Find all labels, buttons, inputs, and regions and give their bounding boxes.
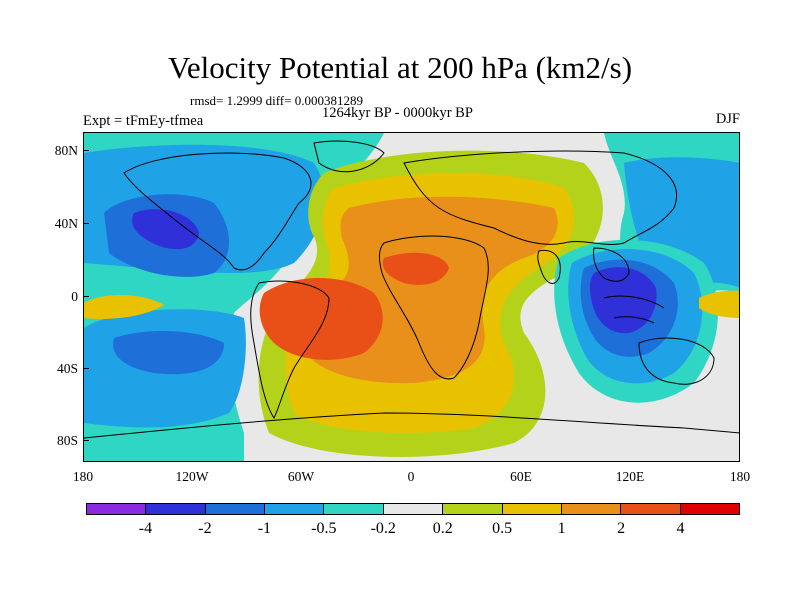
rmsd-diff-stats: rmsd= 1.2999 diff= 0.000381289 [190,93,363,108]
field-south-america-redorange [259,278,383,360]
lon-label-180e: 180 [729,469,751,484]
lon-label-120e: 120E [615,469,645,484]
lon-label-60w: 60W [287,469,315,484]
field-east-edge-warm [699,290,739,318]
time-period-label: 1264kyr BP - 0000kyr BP [322,105,473,121]
coastline-antarctica [84,412,739,439]
colorbar-label: 4 [676,520,685,537]
lon-label-0: 0 [407,469,415,484]
coastline-south-america [250,280,330,419]
lon-label-180w: 180 [72,469,94,484]
field-north-pacific-darkblue [132,209,199,250]
season-label: DJF [715,111,740,127]
lat-tick-80n [83,150,89,151]
colorbar-swatch [324,504,384,514]
coastline-greenland [313,140,385,173]
lat-tick-40n [83,223,89,224]
lat-label-40s: 40S [56,361,78,376]
colorbar-label: -0.5 [311,520,337,537]
colorbar-label: -1 [257,520,272,537]
lat-label-80n: 80N [54,143,78,158]
coastline-australia [638,337,715,385]
coastline-southeast-asia [593,247,630,282]
lat-label-0: 0 [71,289,78,304]
colorbar-swatch [621,504,681,514]
colorbar-swatch [680,504,739,514]
field-indonesia-darkblue [589,267,657,334]
colorbar-label: 0.5 [492,520,513,537]
lat-label-40n: 40N [54,216,78,231]
colorbar [86,503,740,515]
field-warm-redorange [382,252,449,285]
colorbar-swatch [205,504,266,514]
colorbar-label: 0.2 [432,520,453,537]
field-tropical-pacific-warm [84,294,164,320]
colorbar-label: 1 [557,520,566,537]
coastline-maritime-continent [603,295,665,324]
coastline-north-america [123,152,312,271]
colorbar-swatch [443,504,503,514]
lon-label-60e: 60E [510,469,532,484]
coastline-eurasia [403,150,677,245]
lon-label-120w: 120W [175,469,209,484]
colorbar-label: -4 [138,520,153,537]
colorbar-swatch [561,504,622,514]
colorbar-label: -2 [198,520,212,537]
coastline-india [537,249,561,284]
colorbar-label: -0.2 [370,520,396,537]
field-south-pacific-blue [113,331,224,375]
colorbar-swatch [502,504,562,514]
coastline-africa [379,235,489,380]
lat-tick-80s [83,440,89,441]
colorbar-swatch [87,504,147,514]
velocity-potential-map [83,132,740,462]
experiment-label: Expt = tFmEy-tfmea [83,113,204,129]
colorbar-swatch [383,504,444,514]
lat-tick-0 [83,296,89,297]
map-title: Velocity Potential at 200 hPa (km2/s) [167,50,633,85]
colorbar-swatch [146,504,206,514]
colorbar-swatch [265,504,325,514]
coastlines [84,140,739,439]
colorbar-label: 2 [617,520,626,537]
lat-label-80s: 80S [56,433,78,448]
lat-tick-40s [83,368,89,369]
